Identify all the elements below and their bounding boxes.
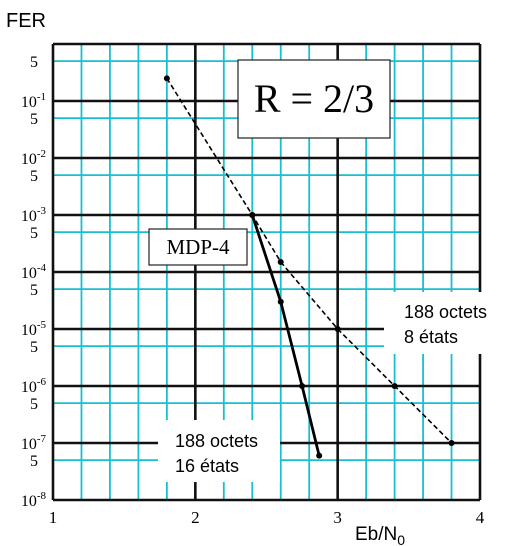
series-label-16-line2: 16 états <box>175 456 239 476</box>
series-line-1 <box>250 214 321 456</box>
series-layer <box>163 75 455 459</box>
series-point-1 <box>299 383 306 389</box>
y-tick-label-five: 5 <box>30 339 38 356</box>
series-label-8-states: 188 octets 8 états <box>384 292 504 354</box>
y-tick-label: 10-2 <box>21 148 46 168</box>
y-axis-label: FER <box>6 10 46 32</box>
y-tick-label-five: 5 <box>30 225 38 242</box>
y-tick-label-five: 5 <box>30 54 38 71</box>
series-point-1 <box>249 212 256 218</box>
y-tick-label-five: 5 <box>30 168 38 185</box>
x-axis-label: Eb/N0 <box>355 524 405 546</box>
rate-label: R = 2/3 <box>254 76 374 121</box>
x-tick-label: 3 <box>333 508 342 527</box>
series-point-0 <box>391 383 398 389</box>
y-tick-label-five: 5 <box>30 453 38 470</box>
modulation-box: MDP-4 <box>148 228 248 266</box>
x-axis-label-sub: 0 <box>397 532 405 546</box>
y-tick-label-five: 5 <box>30 282 38 299</box>
y-tick-label: 10-6 <box>21 376 47 396</box>
y-tick-label: 10-3 <box>21 205 47 225</box>
y-tick-label-five: 5 <box>30 396 38 413</box>
y-tick-label: 10-7 <box>21 433 47 453</box>
series-label-16-states: 188 octets 16 états <box>158 420 280 482</box>
x-tick-label: 1 <box>49 508 58 527</box>
svg-text:Eb/N0: Eb/N0 <box>355 524 405 546</box>
y-tick-label: 10-8 <box>21 490 47 510</box>
modulation-label: MDP-4 <box>166 235 230 259</box>
series-label-16-line1: 188 octets <box>175 431 258 451</box>
series-label-8-line1: 188 octets <box>404 302 487 322</box>
series-point-1 <box>316 452 323 459</box>
series-point-0 <box>448 440 455 446</box>
x-tick-labels: 1 2 3 4 <box>49 508 485 527</box>
series-label-8-line2: 8 états <box>404 327 458 347</box>
y-tick-label: 10-4 <box>21 262 47 282</box>
y-tick-label: 10-5 <box>21 319 47 339</box>
y-tick-label-five: 5 <box>30 111 38 128</box>
x-tick-label: 2 <box>191 508 200 527</box>
series-line-0 <box>166 77 453 444</box>
rate-box: R = 2/3 <box>237 59 391 139</box>
x-axis-label-main: Eb/N <box>355 524 397 545</box>
series-point-1 <box>277 298 284 305</box>
series-point-0 <box>334 326 341 332</box>
series-point-0 <box>163 75 170 82</box>
x-tick-label: 4 <box>476 508 485 527</box>
series-point-0 <box>277 258 284 265</box>
y-tick-label: 10-1 <box>21 91 46 111</box>
